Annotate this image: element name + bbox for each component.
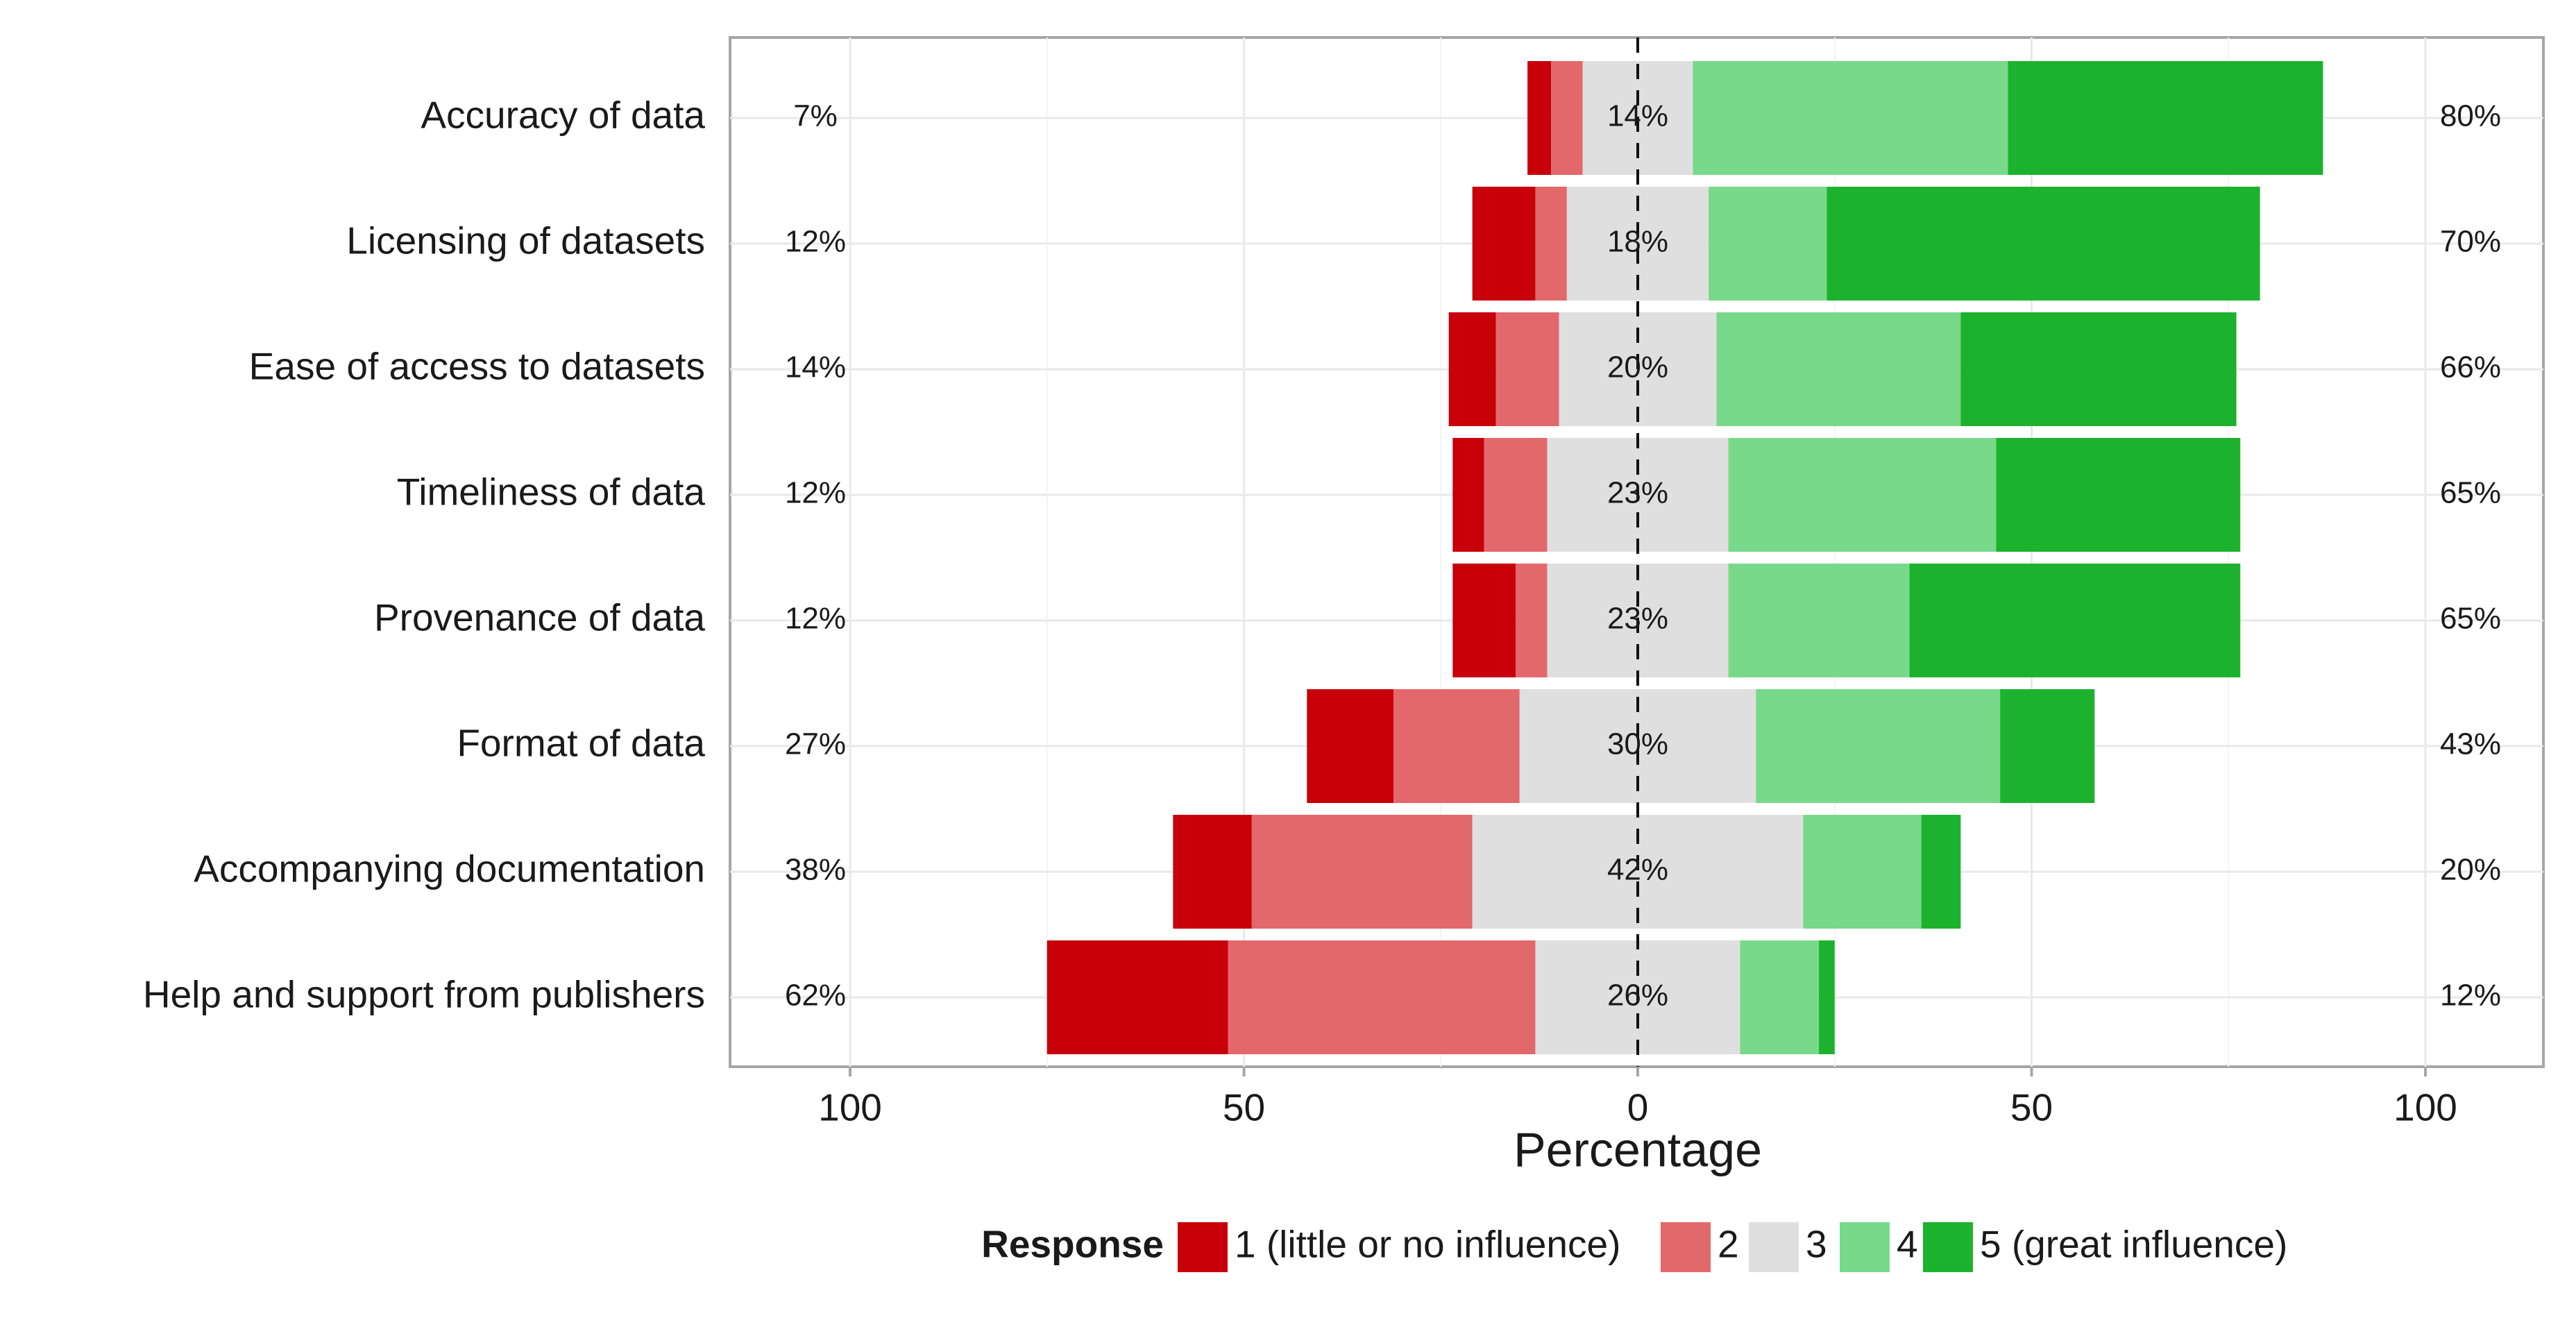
bar-segment-2: [1228, 940, 1536, 1054]
bar-segment-4: [1740, 940, 1820, 1054]
legend-label-1: 1 (little or no influence): [1235, 1223, 1620, 1266]
bar-segment-5: [2000, 689, 2095, 803]
bar-segment-1: [1452, 564, 1516, 677]
right-percent-label: 12%: [2440, 979, 2501, 1013]
bar-segment-4: [1756, 689, 2001, 803]
right-percent-label: 43%: [2440, 727, 2501, 761]
x-tick-label: 100: [2393, 1086, 2457, 1129]
category-label: Help and support from publishers: [143, 973, 705, 1016]
bar-segment-1: [1448, 312, 1496, 426]
right-percent-label: 80%: [2440, 99, 2501, 133]
x-tick-label: 50: [1223, 1086, 1265, 1129]
neutral-percent-label: 14%: [1607, 99, 1668, 133]
legend-label-4: 4: [1897, 1223, 1918, 1266]
left-percent-label: 12%: [785, 602, 846, 636]
bar-segment-2: [1484, 438, 1548, 552]
left-percent-label: 7%: [793, 99, 838, 133]
right-percent-label: 20%: [2440, 853, 2501, 887]
bar-segment-1: [1452, 438, 1484, 552]
neutral-percent-label: 30%: [1607, 727, 1668, 761]
x-axis-title: Percentage: [1514, 1122, 1762, 1176]
bar-segment-2: [1551, 61, 1583, 175]
bar-segment-5: [1921, 815, 1961, 929]
category-label: Accuracy of data: [421, 94, 705, 137]
legend-label-2: 2: [1718, 1223, 1739, 1266]
right-percent-label: 65%: [2440, 476, 2501, 510]
bar-segment-4: [1728, 564, 1910, 677]
left-percent-label: 62%: [785, 979, 846, 1013]
bar-segment-1: [1527, 61, 1552, 175]
legend-swatch-5: [1923, 1222, 1973, 1272]
legend-swatch-3: [1749, 1222, 1799, 1272]
left-percent-label: 14%: [785, 350, 846, 384]
left-percent-label: 12%: [785, 476, 846, 510]
neutral-percent-label: 42%: [1607, 853, 1668, 887]
bar-segment-2: [1393, 689, 1520, 803]
legend-swatch-4: [1840, 1222, 1890, 1272]
legend-label-5: 5 (great influence): [1980, 1223, 2287, 1266]
legend-label-3: 3: [1806, 1223, 1827, 1266]
bar-segment-5: [2008, 61, 2323, 175]
bar-segment-2: [1516, 564, 1548, 677]
legend-title: Response: [981, 1223, 1164, 1266]
bar-segment-4: [1803, 815, 1922, 929]
x-tick-label: 50: [2010, 1086, 2053, 1129]
bar-segment-1: [1472, 187, 1536, 301]
bar-segment-2: [1251, 815, 1473, 929]
legend-swatch-2: [1661, 1222, 1711, 1272]
bar-segment-4: [1716, 312, 1961, 426]
legend-swatch-1: [1178, 1222, 1228, 1272]
x-tick-label: 0: [1627, 1086, 1649, 1129]
category-label: Licensing of datasets: [346, 219, 705, 262]
category-label: Timeliness of data: [397, 471, 706, 514]
bar-segment-2: [1495, 312, 1559, 426]
right-percent-label: 70%: [2440, 225, 2501, 259]
left-percent-label: 12%: [785, 225, 846, 259]
category-label: Accompanying documentation: [194, 847, 705, 890]
bar-segment-5: [1996, 438, 2241, 552]
left-percent-label: 27%: [785, 727, 846, 761]
bar-segment-4: [1693, 61, 2008, 175]
neutral-percent-label: 23%: [1607, 602, 1668, 636]
bar-segment-2: [1535, 187, 1567, 301]
left-percent-label: 38%: [785, 853, 846, 887]
neutral-percent-label: 20%: [1607, 350, 1668, 384]
neutral-percent-label: 23%: [1607, 476, 1668, 510]
bar-segment-4: [1728, 438, 1997, 552]
bar-segment-5: [1960, 312, 2237, 426]
category-label: Format of data: [457, 722, 705, 765]
bar-segment-1: [1173, 815, 1252, 929]
right-percent-label: 66%: [2440, 350, 2501, 384]
category-label: Ease of access to datasets: [249, 345, 705, 388]
bar-segment-1: [1307, 689, 1394, 803]
bar-segment-5: [1819, 940, 1835, 1054]
bar-segment-5: [1909, 564, 2241, 677]
neutral-percent-label: 18%: [1607, 225, 1668, 259]
bar-segment-5: [1827, 187, 2260, 301]
category-label: Provenance of data: [374, 596, 705, 639]
right-percent-label: 65%: [2440, 602, 2501, 636]
x-tick-label: 100: [818, 1086, 882, 1129]
bar-segment-4: [1709, 187, 1827, 301]
neutral-percent-label: 26%: [1607, 979, 1668, 1013]
bar-segment-1: [1046, 940, 1228, 1054]
